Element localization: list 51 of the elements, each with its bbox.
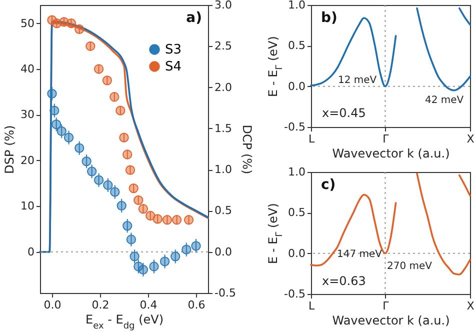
x-tick-label: 0.2: [92, 298, 110, 312]
y-tick-label: 1.0: [288, 0, 306, 12]
chart-title: a): [186, 10, 202, 26]
y-tick-label: 10: [20, 200, 34, 213]
y-tick-label: 30: [20, 108, 34, 122]
x-tick-label: 0.4: [140, 298, 158, 312]
x-tick-label: X: [466, 300, 474, 312]
y-tick-label: 0: [28, 245, 34, 258]
y2-tick-label: -0.5: [214, 286, 236, 300]
y2-tick-label: 3.0: [214, 0, 232, 12]
y-tick-label: 1.0: [288, 166, 306, 178]
y-tick-label: -0.5: [284, 288, 306, 300]
x-axis-title: Wavevector k (a.u.): [332, 146, 450, 160]
y2-tick-label: 0.0: [214, 245, 232, 258]
annotation: 270 meV: [387, 261, 432, 272]
x-tick-label: 0.6: [188, 298, 206, 312]
x-tick-label: L: [308, 132, 316, 146]
annotation: 147 meV: [337, 249, 382, 260]
y-tick-label: 0.5: [288, 206, 306, 220]
point: [134, 195, 144, 206]
x-tick-label: L: [308, 300, 316, 312]
annotation: x=0.63: [322, 274, 366, 288]
y-tick-label: 50: [20, 16, 34, 30]
legend-label: S3: [165, 42, 182, 58]
y2-tick-label: 1.5: [214, 122, 232, 135]
x-axis-title: E$_{ex}$ - E$_{dg}$ (eV): [85, 312, 164, 332]
annotation: 42 meV: [425, 95, 464, 106]
point: [66, 18, 76, 28]
legend-label: S4: [165, 60, 182, 74]
y2-tick-label: 1.0: [214, 163, 232, 176]
y-tick-label: 40: [20, 62, 34, 76]
y2-axis-title: DCP (%): [240, 124, 254, 174]
x-tick-label: Γ: [382, 132, 390, 146]
x-tick-label: Γ: [382, 300, 390, 312]
y2-tick-label: 0.5: [214, 204, 232, 218]
y-tick-label: 20: [20, 154, 34, 167]
y2-tick-label: 2.0: [214, 80, 232, 94]
point: [74, 24, 84, 34]
x-axis-title: Wavevector k (a.u.): [332, 314, 450, 328]
chart-title: b): [321, 10, 338, 26]
y-tick-label: -0.5: [284, 120, 306, 134]
chart-title: c): [321, 177, 336, 193]
x-tick-label: X: [466, 132, 474, 146]
y-tick-label: 0.5: [288, 39, 306, 52]
annotation: x=0.45: [322, 106, 366, 120]
y-tick-label: 0.0: [288, 246, 306, 260]
y2-tick-label: 2.5: [214, 40, 232, 53]
y-axis-title: DSP (%): [2, 125, 17, 174]
x-tick-label: 0.0: [44, 298, 62, 312]
y-tick-label: 0.0: [288, 80, 306, 93]
annotation: 12 meV: [338, 75, 377, 86]
